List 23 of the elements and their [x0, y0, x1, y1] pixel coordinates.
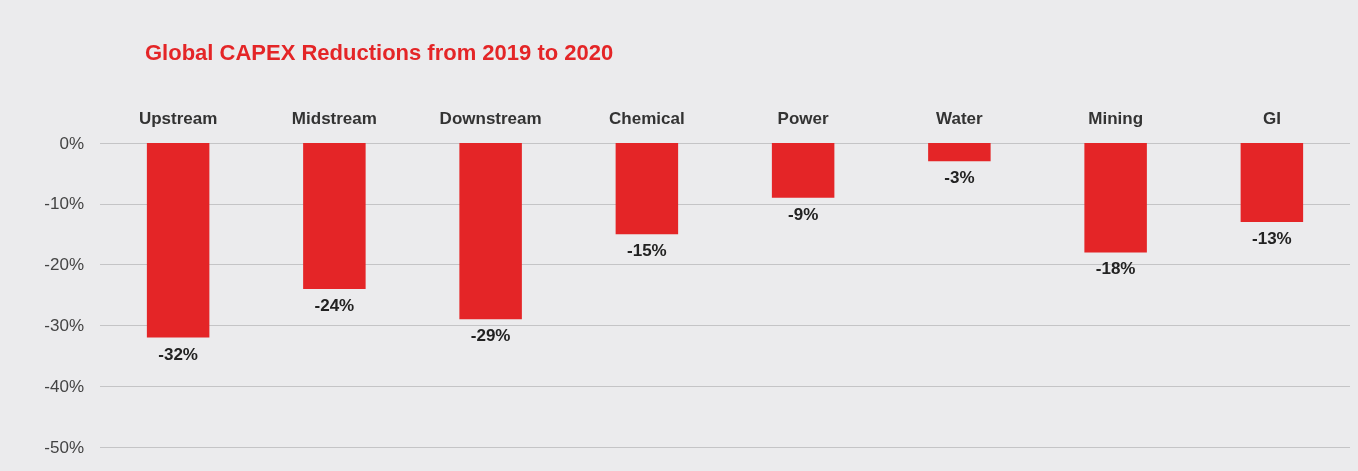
data-label: -24%: [314, 295, 355, 315]
x-tick-label: Power: [777, 109, 830, 128]
y-tick-label: -10%: [44, 194, 84, 214]
data-label: -32%: [158, 344, 198, 364]
y-tick-label: -40%: [44, 376, 84, 396]
x-tick-label: Upstream: [138, 109, 218, 128]
data-label: -29%: [470, 326, 511, 346]
y-tick-label: 0%: [59, 133, 84, 153]
x-tick-label: Midstream: [291, 109, 377, 128]
data-label: -13%: [1252, 229, 1292, 249]
x-tick-label: Chemical: [609, 109, 685, 128]
y-tick-label: -20%: [44, 255, 84, 275]
y-tick-label: -30%: [44, 315, 84, 335]
data-label: -15%: [627, 241, 667, 261]
data-label: -18%: [1095, 259, 1136, 279]
x-tick-label: Downstream: [439, 109, 542, 128]
x-tick-label: Mining: [1088, 109, 1144, 128]
data-label: -9%: [788, 204, 819, 224]
x-tick-label: Water: [936, 109, 984, 128]
chart-title: Global CAPEX Reductions from 2019 to 2020: [145, 39, 614, 65]
data-label: -3%: [944, 168, 975, 188]
y-tick-label: -50%: [44, 437, 84, 457]
x-tick-label: GI: [1262, 109, 1281, 128]
